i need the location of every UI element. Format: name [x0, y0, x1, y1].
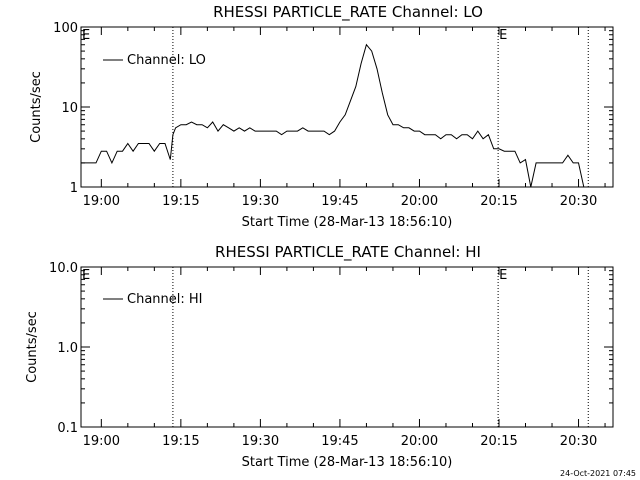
lo-legend: Channel: LO [103, 53, 206, 68]
x-tick-label: 19:15 [162, 434, 199, 449]
x-tick-label: 19:00 [83, 194, 120, 209]
y-tick-label: 1.0 [57, 341, 78, 356]
y-tick-label: 1 [70, 181, 78, 196]
footer-timestamp: 24-Oct-2021 07:45 [560, 469, 636, 478]
hi-plot-frame [80, 266, 614, 428]
eclipse-marker: E [499, 268, 507, 283]
lo-chart-title: RHESSI PARTICLE_RATE Channel: LO [213, 3, 483, 22]
hi-legend: Channel: HI [103, 292, 203, 307]
lo-ticks: 19:00 19:15 19:30 19:45 20:00 20:15 20:30 1 10 10… [53, 21, 613, 209]
x-tick-label: 20:00 [401, 194, 438, 209]
hi-y-axis-label: Counts/sec [25, 311, 40, 383]
lo-y-axis-label: Counts/sec [29, 71, 44, 143]
x-tick-label: 19:45 [321, 194, 358, 209]
hi-legend-label: Channel: HI [127, 292, 203, 307]
eclipse-marker: E [82, 28, 90, 43]
hi-x-axis-label: Start Time (28-Mar-13 18:56:10) [242, 455, 453, 470]
hi-chart-title: RHESSI PARTICLE_RATE Channel: HI [215, 243, 481, 262]
hi-ticks: 19:00 19:15 19:30 19:45 20:00 20:15 20:30 0.1 1.… [49, 261, 613, 449]
x-tick-label: 19:30 [242, 434, 279, 449]
eclipse-marker: E [82, 268, 90, 283]
lo-x-axis-label: Start Time (28-Mar-13 18:56:10) [242, 215, 453, 230]
y-tick-label: 100 [53, 21, 78, 36]
x-tick-label: 19:00 [83, 434, 120, 449]
x-tick-label: 19:15 [162, 194, 199, 209]
x-tick-label: 19:30 [242, 194, 279, 209]
lo-series-line [81, 43, 590, 188]
lo-channel-panel: RHESSI PARTICLE_RATE Channel: LO Counts/… [29, 3, 614, 230]
y-tick-label: 0.1 [57, 421, 78, 436]
x-tick-label: 20:15 [480, 194, 517, 209]
lo-plot-frame [80, 26, 614, 188]
y-tick-label: 10 [61, 101, 78, 116]
x-tick-label: 20:30 [560, 434, 597, 449]
y-tick-label: 10.0 [49, 261, 78, 276]
x-tick-label: 20:15 [480, 434, 517, 449]
x-tick-label: 20:00 [401, 434, 438, 449]
hi-channel-panel: RHESSI PARTICLE_RATE Channel: HI Counts/… [25, 243, 614, 470]
x-tick-label: 20:30 [560, 194, 597, 209]
x-tick-label: 19:45 [321, 434, 358, 449]
eclipse-marker: E [499, 28, 507, 43]
lo-legend-label: Channel: LO [127, 53, 206, 68]
